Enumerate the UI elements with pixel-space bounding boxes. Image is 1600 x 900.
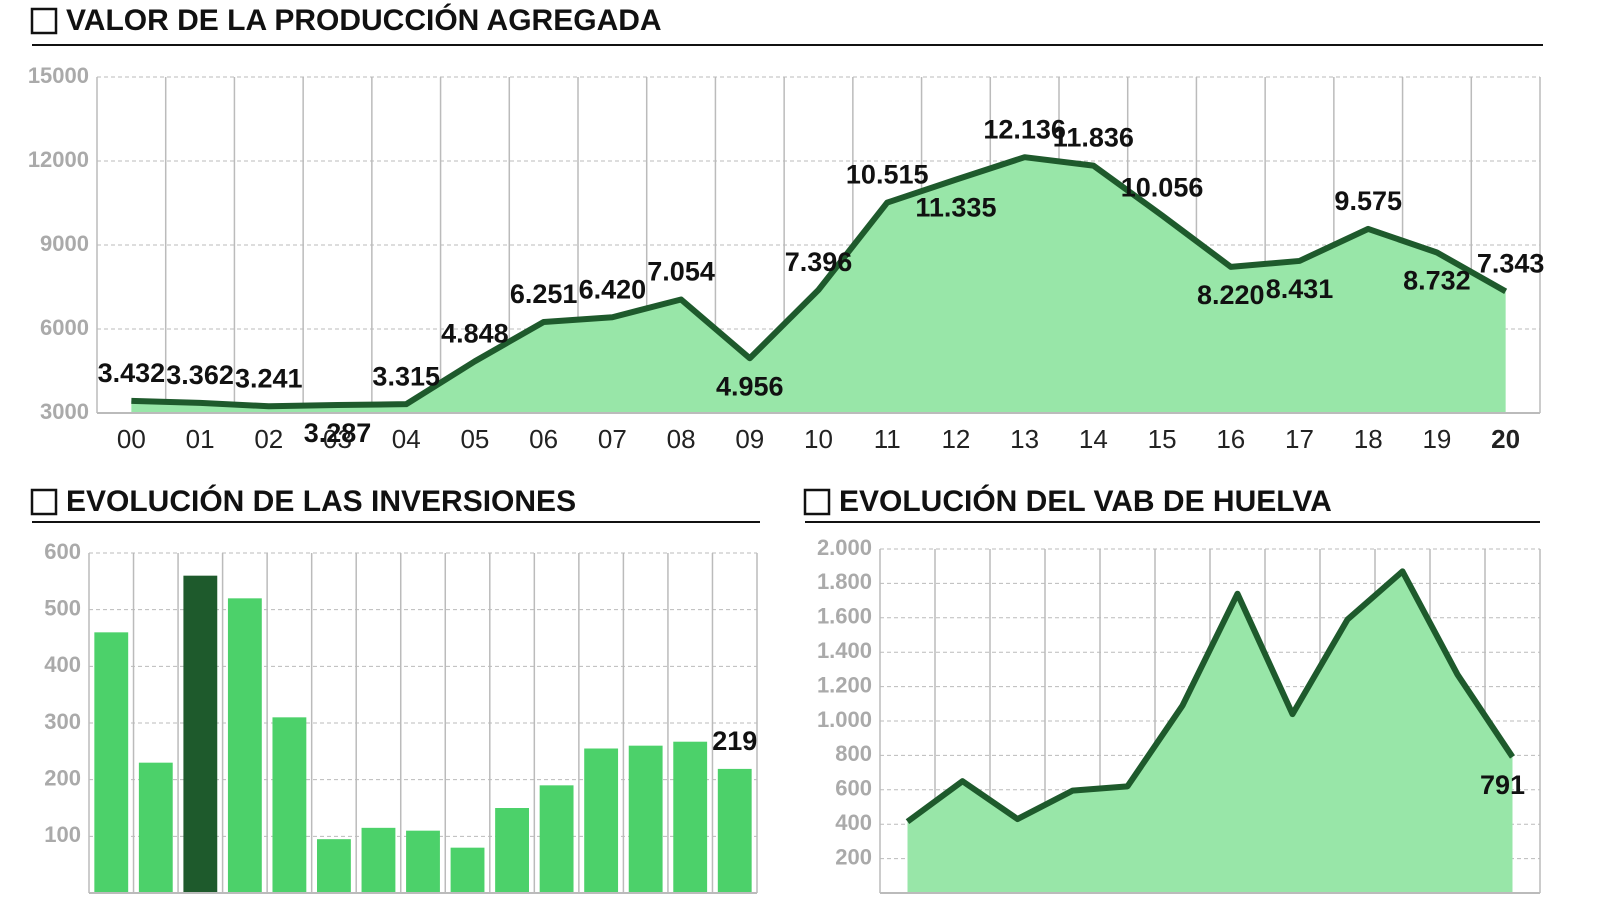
y-tick-label: 500 — [44, 595, 81, 620]
bar — [138, 762, 173, 893]
bar — [584, 748, 619, 893]
bar — [673, 741, 708, 893]
x-tick-label: 03 — [323, 424, 352, 454]
bar — [94, 632, 129, 893]
x-tick-label: 05 — [460, 424, 489, 454]
y-tick-label: 600 — [835, 776, 872, 801]
x-tick-label: 09 — [735, 424, 764, 454]
x-tick-label: 02 — [254, 424, 283, 454]
y-tick-label: 400 — [835, 810, 872, 835]
value-label: 12.136 — [983, 114, 1066, 144]
y-tick-label: 6000 — [40, 315, 89, 340]
value-label: 6.251 — [510, 279, 578, 309]
y-tick-label: 15000 — [28, 63, 89, 88]
bar — [406, 830, 440, 893]
y-tick-label: 1.800 — [817, 569, 872, 594]
bar — [317, 839, 351, 893]
chart-title: EVOLUCIÓN DE LAS INVERSIONES — [66, 484, 576, 518]
value-label: 8.732 — [1403, 266, 1471, 296]
value-label: 11.836 — [1053, 123, 1134, 153]
value-label: 3.287 — [304, 418, 372, 448]
value-label: 4.848 — [441, 318, 509, 348]
value-label: 11.335 — [915, 193, 996, 223]
bar — [361, 827, 396, 893]
value-label: 219 — [712, 726, 757, 756]
value-label: 791 — [1480, 770, 1525, 800]
y-tick-label: 400 — [44, 652, 81, 677]
y-tick-label: 1.000 — [817, 707, 872, 732]
x-tick-label: 20 — [1491, 424, 1520, 454]
bar — [227, 598, 262, 893]
title-box — [30, 7, 58, 35]
value-label: 10.515 — [846, 160, 929, 190]
bar — [628, 745, 663, 893]
value-label: 4.956 — [716, 371, 784, 401]
chart-title: EVOLUCIÓN DEL VAB DE HUELVA — [839, 484, 1332, 518]
value-label: 7.054 — [647, 257, 715, 287]
x-tick-label: 13 — [1010, 424, 1039, 454]
x-tick-label: 06 — [529, 424, 558, 454]
value-label: 3.362 — [166, 360, 234, 390]
y-tick-label: 800 — [835, 741, 872, 766]
value-label: 10.056 — [1121, 173, 1204, 203]
x-tick-label: 01 — [186, 424, 215, 454]
y-tick-label: 1.200 — [817, 672, 872, 697]
y-tick-label: 600 — [44, 539, 81, 564]
x-tick-label: 10 — [804, 424, 833, 454]
chart-title: VALOR DE LA PRODUCCIÓN AGREGADA — [66, 3, 662, 37]
y-tick-label: 12000 — [28, 147, 89, 172]
x-tick-label: 04 — [392, 424, 421, 454]
x-tick-label: 00 — [117, 424, 146, 454]
x-tick-label: 11 — [874, 424, 901, 454]
y-tick-label: 1.600 — [817, 604, 872, 629]
value-label: 6.420 — [579, 274, 647, 304]
line — [131, 154, 1508, 410]
value-label: 7.396 — [785, 247, 853, 277]
value-label: 7.343 — [1477, 249, 1545, 279]
y-tick-label: 100 — [44, 822, 81, 847]
value-label: 8.431 — [1266, 274, 1334, 304]
x-tick-label: 17 — [1285, 424, 1314, 454]
y-tick-label: 200 — [44, 765, 81, 790]
bar — [450, 847, 485, 893]
bar — [717, 768, 752, 893]
bar — [272, 717, 307, 893]
x-tick-label: 14 — [1079, 424, 1108, 454]
x-tick-label: 16 — [1216, 424, 1245, 454]
y-tick-label: 200 — [835, 844, 872, 869]
x-tick-label: 12 — [941, 424, 970, 454]
title-box — [30, 488, 58, 516]
y-tick-label: 300 — [44, 709, 81, 734]
x-tick-label: 07 — [598, 424, 627, 454]
y-tick-label: 2.000 — [817, 535, 872, 560]
area — [131, 157, 1506, 413]
y-tick-label: 9000 — [40, 231, 89, 256]
value-label: 3.432 — [98, 358, 166, 388]
x-tick-label: 15 — [1148, 424, 1177, 454]
line — [905, 568, 1515, 825]
x-tick-label: 18 — [1354, 424, 1383, 454]
y-tick-label: 1.400 — [817, 638, 872, 663]
x-tick-label: 08 — [667, 424, 696, 454]
bar — [495, 808, 529, 893]
x-tick-label: 19 — [1422, 424, 1451, 454]
bar — [183, 575, 218, 893]
value-label: 9.575 — [1334, 186, 1402, 216]
value-label: 3.241 — [235, 363, 303, 393]
value-label: 8.220 — [1197, 280, 1265, 310]
value-label: 3.315 — [372, 361, 440, 391]
area — [907, 571, 1513, 893]
bar — [539, 785, 574, 893]
title-box — [803, 488, 831, 516]
y-tick-label: 3000 — [40, 399, 89, 424]
